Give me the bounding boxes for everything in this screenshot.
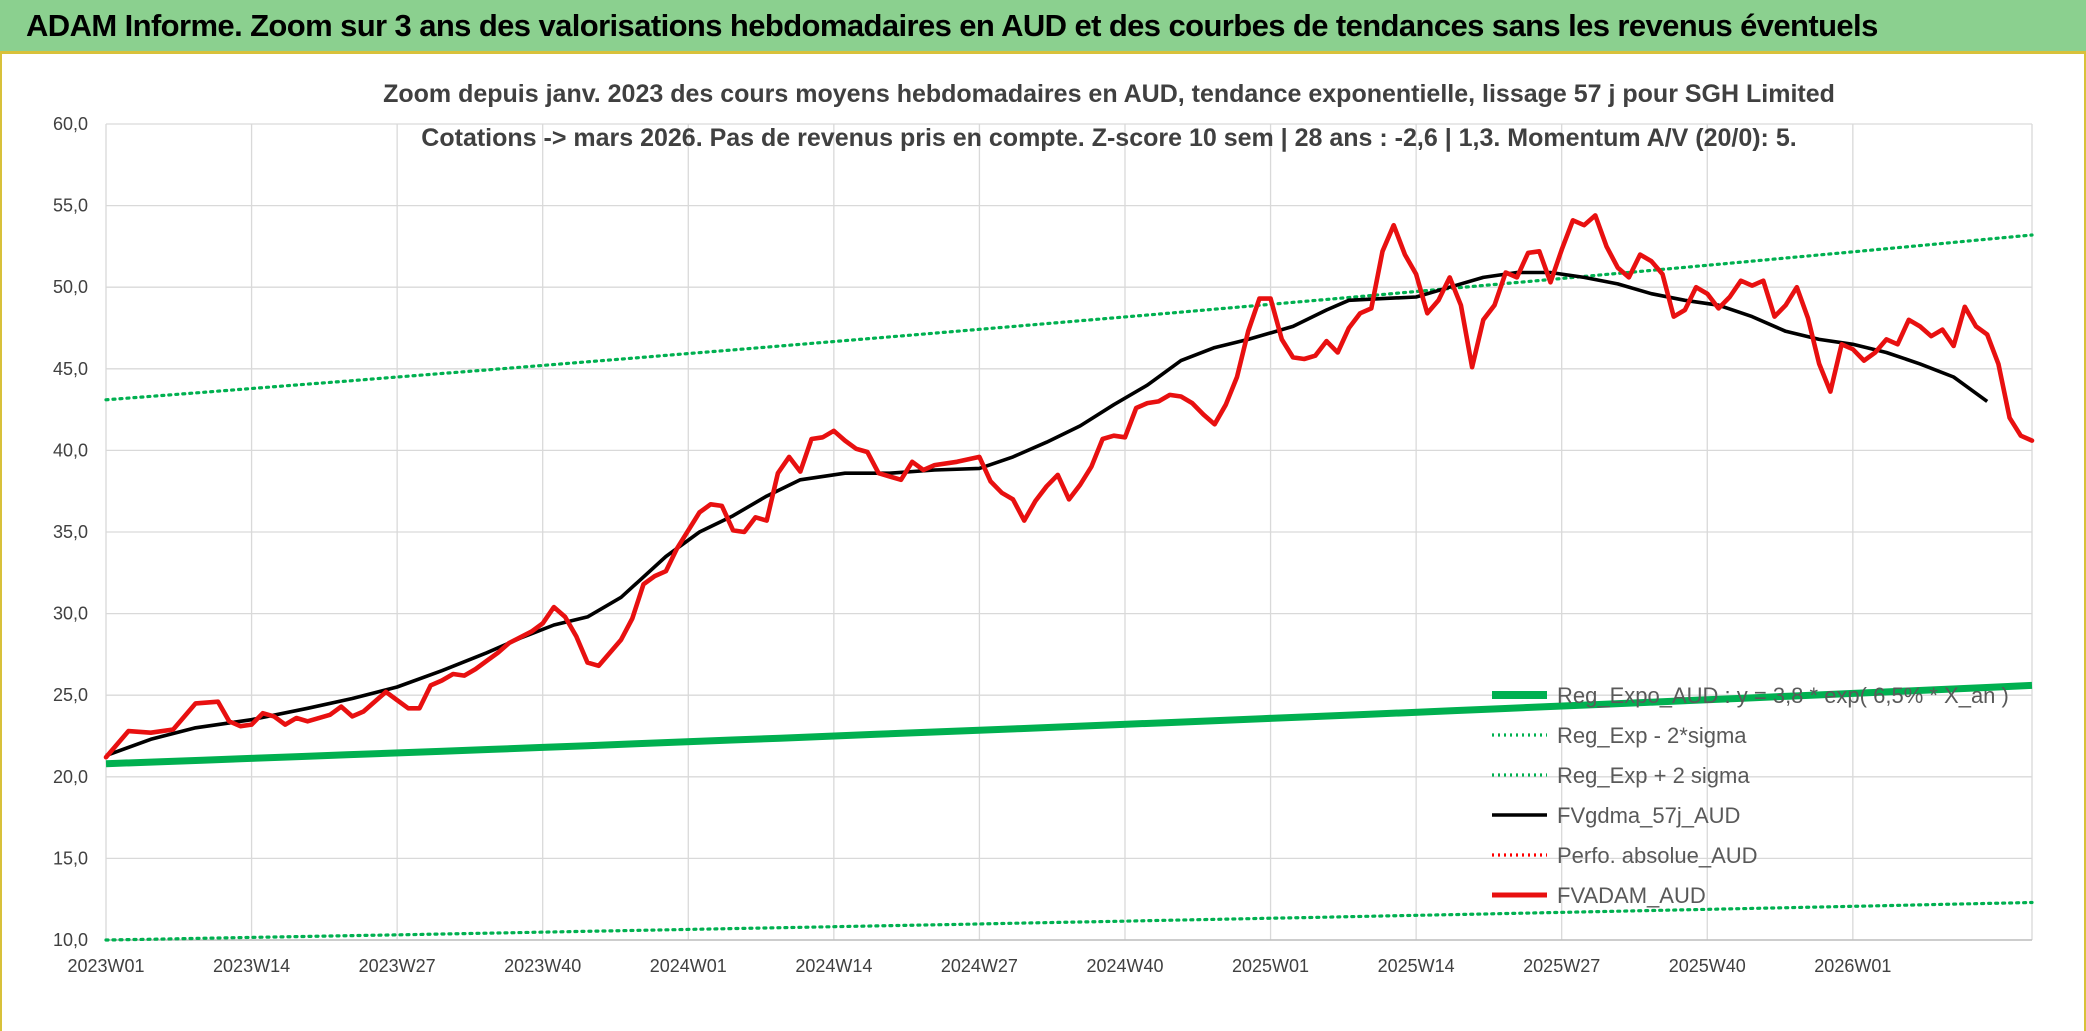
chart-title-line: Cotations -> mars 2026. Pas de revenus p…	[421, 124, 1796, 152]
legend-label-reg: Reg_Expo_AUD : y = 3,8 * exp( 6,5% * X_a…	[1557, 683, 2009, 708]
report-banner: ADAM Informe. Zoom sur 3 ans des valoris…	[0, 0, 2086, 54]
y-tick-label: 25,0	[53, 685, 88, 705]
chart-frame: 10,0 15,0 20,0 25,0 30,0 35,0 40,0 45,0 50,0 55,0…	[0, 54, 2086, 1031]
x-tick-label: 2026W01	[1814, 956, 1891, 976]
legend-label-upper: Reg_Exp + 2 sigma	[1557, 763, 1750, 788]
chart-title-line: Zoom depuis janv. 2023 des cours moyens …	[383, 80, 1835, 108]
y-tick-label: 60,0	[53, 114, 88, 134]
x-tick-label: 2023W27	[359, 956, 436, 976]
legend-label-gdma: FVgdma_57j_AUD	[1557, 803, 1740, 828]
y-tick-label: 10,0	[53, 930, 88, 950]
series-line-lower-band	[104, 900, 2034, 942]
x-tick-label: 2023W40	[504, 956, 581, 976]
series-line-regression	[105, 681, 2033, 768]
series-line-upper-band	[104, 233, 2034, 402]
y-tick-label: 40,0	[53, 440, 88, 460]
legend-label-perfo: Perfo. absolue_AUD	[1557, 843, 1758, 868]
y-tick-label: 15,0	[53, 848, 88, 868]
line-chart: 10,0 15,0 20,0 25,0 30,0 35,0 40,0 45,0 50,0 55,0…	[53, 80, 2035, 976]
y-tick-label: 30,0	[53, 604, 88, 624]
x-tick-label: 2024W01	[650, 956, 727, 976]
y-tick-label: 50,0	[53, 277, 88, 297]
legend-label-price: FVADAM_AUD	[1557, 883, 1706, 908]
x-tick-label: 2023W01	[67, 956, 144, 976]
y-tick-label: 20,0	[53, 767, 88, 787]
x-tick-label: 2025W40	[1669, 956, 1746, 976]
x-tick-label: 2025W01	[1232, 956, 1309, 976]
legend-label-lower: Reg_Exp - 2*sigma	[1557, 723, 1747, 748]
x-tick-label: 2024W27	[941, 956, 1018, 976]
y-tick-label: 45,0	[53, 359, 88, 379]
y-tick-label: 55,0	[53, 196, 88, 216]
x-tick-label: 2024W14	[795, 956, 872, 976]
report-title: ADAM Informe. Zoom sur 3 ans des valoris…	[26, 8, 1878, 43]
y-tick-label: 35,0	[53, 522, 88, 542]
x-tick-label: 2024W40	[1086, 956, 1163, 976]
x-tick-label: 2023W14	[213, 956, 290, 976]
x-tick-label: 2025W14	[1378, 956, 1455, 976]
series-line-price	[103, 213, 2035, 760]
x-tick-label: 2025W27	[1523, 956, 1600, 976]
